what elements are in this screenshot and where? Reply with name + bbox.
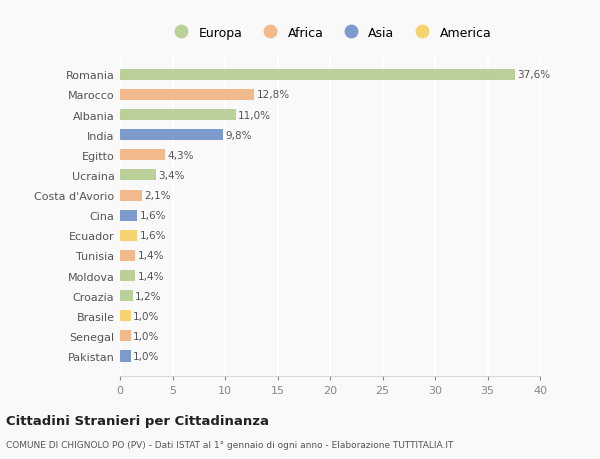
Text: 1,2%: 1,2% — [135, 291, 162, 301]
Text: 11,0%: 11,0% — [238, 110, 271, 120]
Text: 4,3%: 4,3% — [168, 151, 194, 161]
Text: 12,8%: 12,8% — [257, 90, 290, 100]
Bar — [120, 130, 223, 141]
Bar — [120, 70, 515, 81]
Bar — [120, 150, 165, 161]
Bar — [120, 190, 142, 201]
Legend: Europa, Africa, Asia, America: Europa, Africa, Asia, America — [165, 23, 495, 43]
Bar — [120, 110, 235, 121]
Text: Cittadini Stranieri per Cittadinanza: Cittadini Stranieri per Cittadinanza — [6, 414, 269, 428]
Bar — [120, 291, 133, 302]
Text: 37,6%: 37,6% — [517, 70, 551, 80]
Bar — [120, 311, 131, 322]
Text: 1,0%: 1,0% — [133, 331, 160, 341]
Text: 9,8%: 9,8% — [226, 130, 252, 140]
Text: 1,4%: 1,4% — [137, 251, 164, 261]
Bar — [120, 330, 131, 341]
Bar — [120, 250, 134, 262]
Text: 1,6%: 1,6% — [139, 231, 166, 241]
Bar — [120, 270, 134, 281]
Bar — [120, 230, 137, 241]
Text: COMUNE DI CHIGNOLO PO (PV) - Dati ISTAT al 1° gennaio di ogni anno - Elaborazion: COMUNE DI CHIGNOLO PO (PV) - Dati ISTAT … — [6, 441, 454, 449]
Text: 1,6%: 1,6% — [139, 211, 166, 221]
Text: 1,0%: 1,0% — [133, 311, 160, 321]
Bar — [120, 351, 131, 362]
Bar — [120, 210, 137, 221]
Text: 1,0%: 1,0% — [133, 351, 160, 361]
Text: 3,4%: 3,4% — [158, 171, 185, 180]
Bar — [120, 90, 254, 101]
Text: 2,1%: 2,1% — [145, 190, 171, 201]
Bar — [120, 170, 156, 181]
Text: 1,4%: 1,4% — [137, 271, 164, 281]
